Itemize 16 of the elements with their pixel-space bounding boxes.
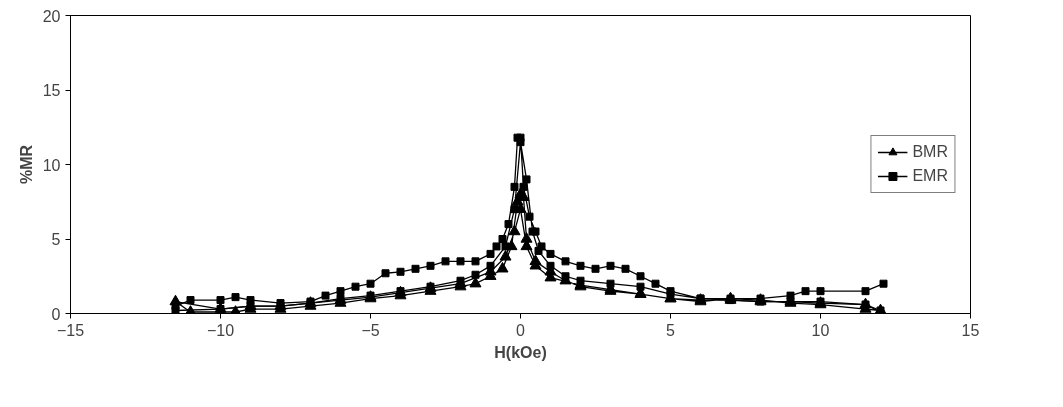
legend-label: BMR — [912, 143, 948, 161]
x-tick-label: 5 — [666, 321, 676, 339]
x-tick-label: 0 — [516, 321, 526, 339]
x-tick-label: −10 — [206, 321, 235, 339]
legend-label: EMR — [912, 167, 948, 185]
y-tick-label: 10 — [42, 156, 61, 174]
x-axis-title: H(kOe) — [494, 343, 547, 361]
y-axis-title: %MR — [17, 144, 35, 185]
x-tick-label: 15 — [961, 321, 980, 339]
y-tick-label: 5 — [51, 231, 61, 248]
x-tick-label: −15 — [56, 321, 85, 339]
y-tick-label: 15 — [42, 82, 61, 99]
x-tick-label: 10 — [811, 321, 830, 339]
y-tick-label: 20 — [42, 7, 61, 25]
x-tick-label: −5 — [361, 321, 380, 339]
y-tick-label: 0 — [51, 305, 61, 323]
